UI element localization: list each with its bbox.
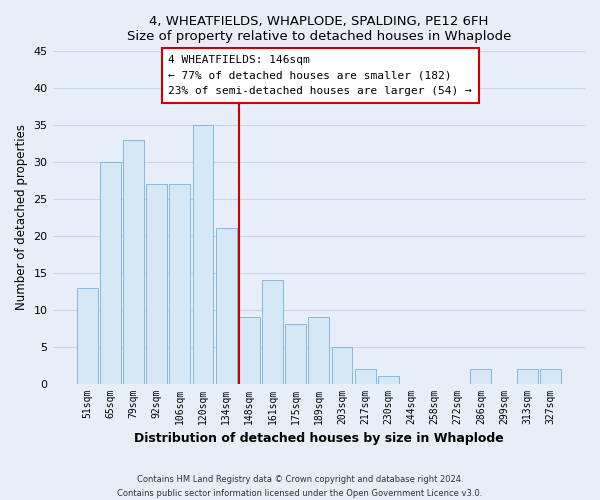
Bar	[262, 280, 283, 384]
Bar	[193, 125, 214, 384]
Bar	[355, 369, 376, 384]
Bar	[308, 317, 329, 384]
Y-axis label: Number of detached properties: Number of detached properties	[15, 124, 28, 310]
Bar	[100, 162, 121, 384]
Bar	[77, 288, 98, 384]
Bar	[470, 369, 491, 384]
Text: 4 WHEATFIELDS: 146sqm
← 77% of detached houses are smaller (182)
23% of semi-det: 4 WHEATFIELDS: 146sqm ← 77% of detached …	[168, 55, 472, 96]
Bar	[378, 376, 398, 384]
Text: Contains HM Land Registry data © Crown copyright and database right 2024.
Contai: Contains HM Land Registry data © Crown c…	[118, 476, 482, 498]
Title: 4, WHEATFIELDS, WHAPLODE, SPALDING, PE12 6FH
Size of property relative to detach: 4, WHEATFIELDS, WHAPLODE, SPALDING, PE12…	[127, 15, 511, 43]
Bar	[517, 369, 538, 384]
Bar	[285, 324, 306, 384]
Bar	[216, 228, 236, 384]
Bar	[146, 184, 167, 384]
Bar	[332, 346, 352, 384]
Bar	[239, 317, 260, 384]
Bar	[169, 184, 190, 384]
X-axis label: Distribution of detached houses by size in Whaplode: Distribution of detached houses by size …	[134, 432, 503, 445]
Bar	[123, 140, 144, 384]
Bar	[540, 369, 561, 384]
